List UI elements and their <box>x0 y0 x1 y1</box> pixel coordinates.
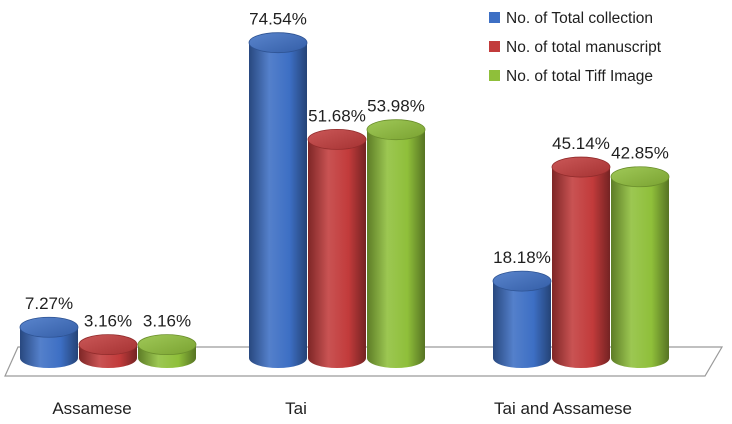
legend: No. of Total collection No. of total manu… <box>489 10 662 85</box>
legend-item-no-of-total-manuscript: No. of total manuscript <box>489 39 662 56</box>
bar-top <box>610 166 670 188</box>
data-label: 53.98% <box>367 97 425 116</box>
data-label: 7.27% <box>25 294 73 313</box>
legend-swatch <box>489 41 500 52</box>
bar-assamese-no-of-total-tiff-image <box>137 334 197 368</box>
bar-top <box>366 119 426 141</box>
legend-item-no-of-total-collection: No. of Total collection <box>489 10 653 27</box>
data-label: 18.18% <box>493 248 551 267</box>
bar-body <box>20 327 78 368</box>
legend-swatch <box>489 70 500 81</box>
bar-top <box>248 32 308 54</box>
bar-tai-no-of-total-collection <box>248 32 308 368</box>
bar-top <box>492 270 552 292</box>
data-label: 51.68% <box>308 106 366 125</box>
x-tick-label: Assamese <box>52 399 131 418</box>
legend-swatch <box>489 12 500 23</box>
bar-top <box>551 156 611 178</box>
bar-tai-no-of-total-manuscript <box>307 128 367 368</box>
bar-top <box>19 316 79 338</box>
bar-tai-and-assamese-no-of-total-manuscript <box>551 156 611 368</box>
bar-body <box>611 176 669 368</box>
bar-body <box>308 139 366 368</box>
bar-top <box>78 334 138 356</box>
bar-tai-and-assamese-no-of-total-tiff-image <box>610 166 670 368</box>
bar-tai-no-of-total-tiff-image <box>366 119 426 368</box>
data-label: 42.85% <box>611 144 669 163</box>
data-label: 3.16% <box>143 312 191 331</box>
x-tick-label: Tai and Assamese <box>494 399 632 418</box>
legend-label: No. of total Tiff Image <box>506 68 653 85</box>
bar-top <box>137 334 197 356</box>
x-tick-label: Tai <box>285 399 307 418</box>
legend-item-no-of-total-tiff-image: No. of total Tiff Image <box>489 68 653 85</box>
legend-label: No. of Total collection <box>506 10 653 27</box>
bar-body <box>249 42 307 368</box>
x-axis-labels: Assamese Tai Tai and Assamese <box>52 399 632 418</box>
bar-body <box>493 281 551 368</box>
data-label: 45.14% <box>552 134 610 153</box>
data-label: 74.54% <box>249 10 307 29</box>
bar-body <box>367 129 425 368</box>
bar-top <box>307 128 367 150</box>
bar-tai-and-assamese-no-of-total-collection <box>492 270 552 368</box>
bar-body <box>138 344 196 368</box>
bar-body <box>552 167 610 368</box>
data-labels-layer: 7.27% 3.16% 3.16% 74.54% 51.68%53.98% 18.18% 4… <box>25 10 669 331</box>
bar-assamese-no-of-total-manuscript <box>78 334 138 368</box>
bar-assamese-no-of-total-collection <box>19 316 79 368</box>
data-label: 3.16% <box>84 312 132 331</box>
bars-layer <box>19 32 670 368</box>
legend-label: No. of total manuscript <box>506 39 662 56</box>
bar-body <box>79 344 137 368</box>
